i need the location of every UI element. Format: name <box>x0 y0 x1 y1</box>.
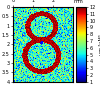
Text: mm: mm <box>73 0 83 4</box>
Y-axis label: μm [μM]: μm [μM] <box>98 34 100 55</box>
